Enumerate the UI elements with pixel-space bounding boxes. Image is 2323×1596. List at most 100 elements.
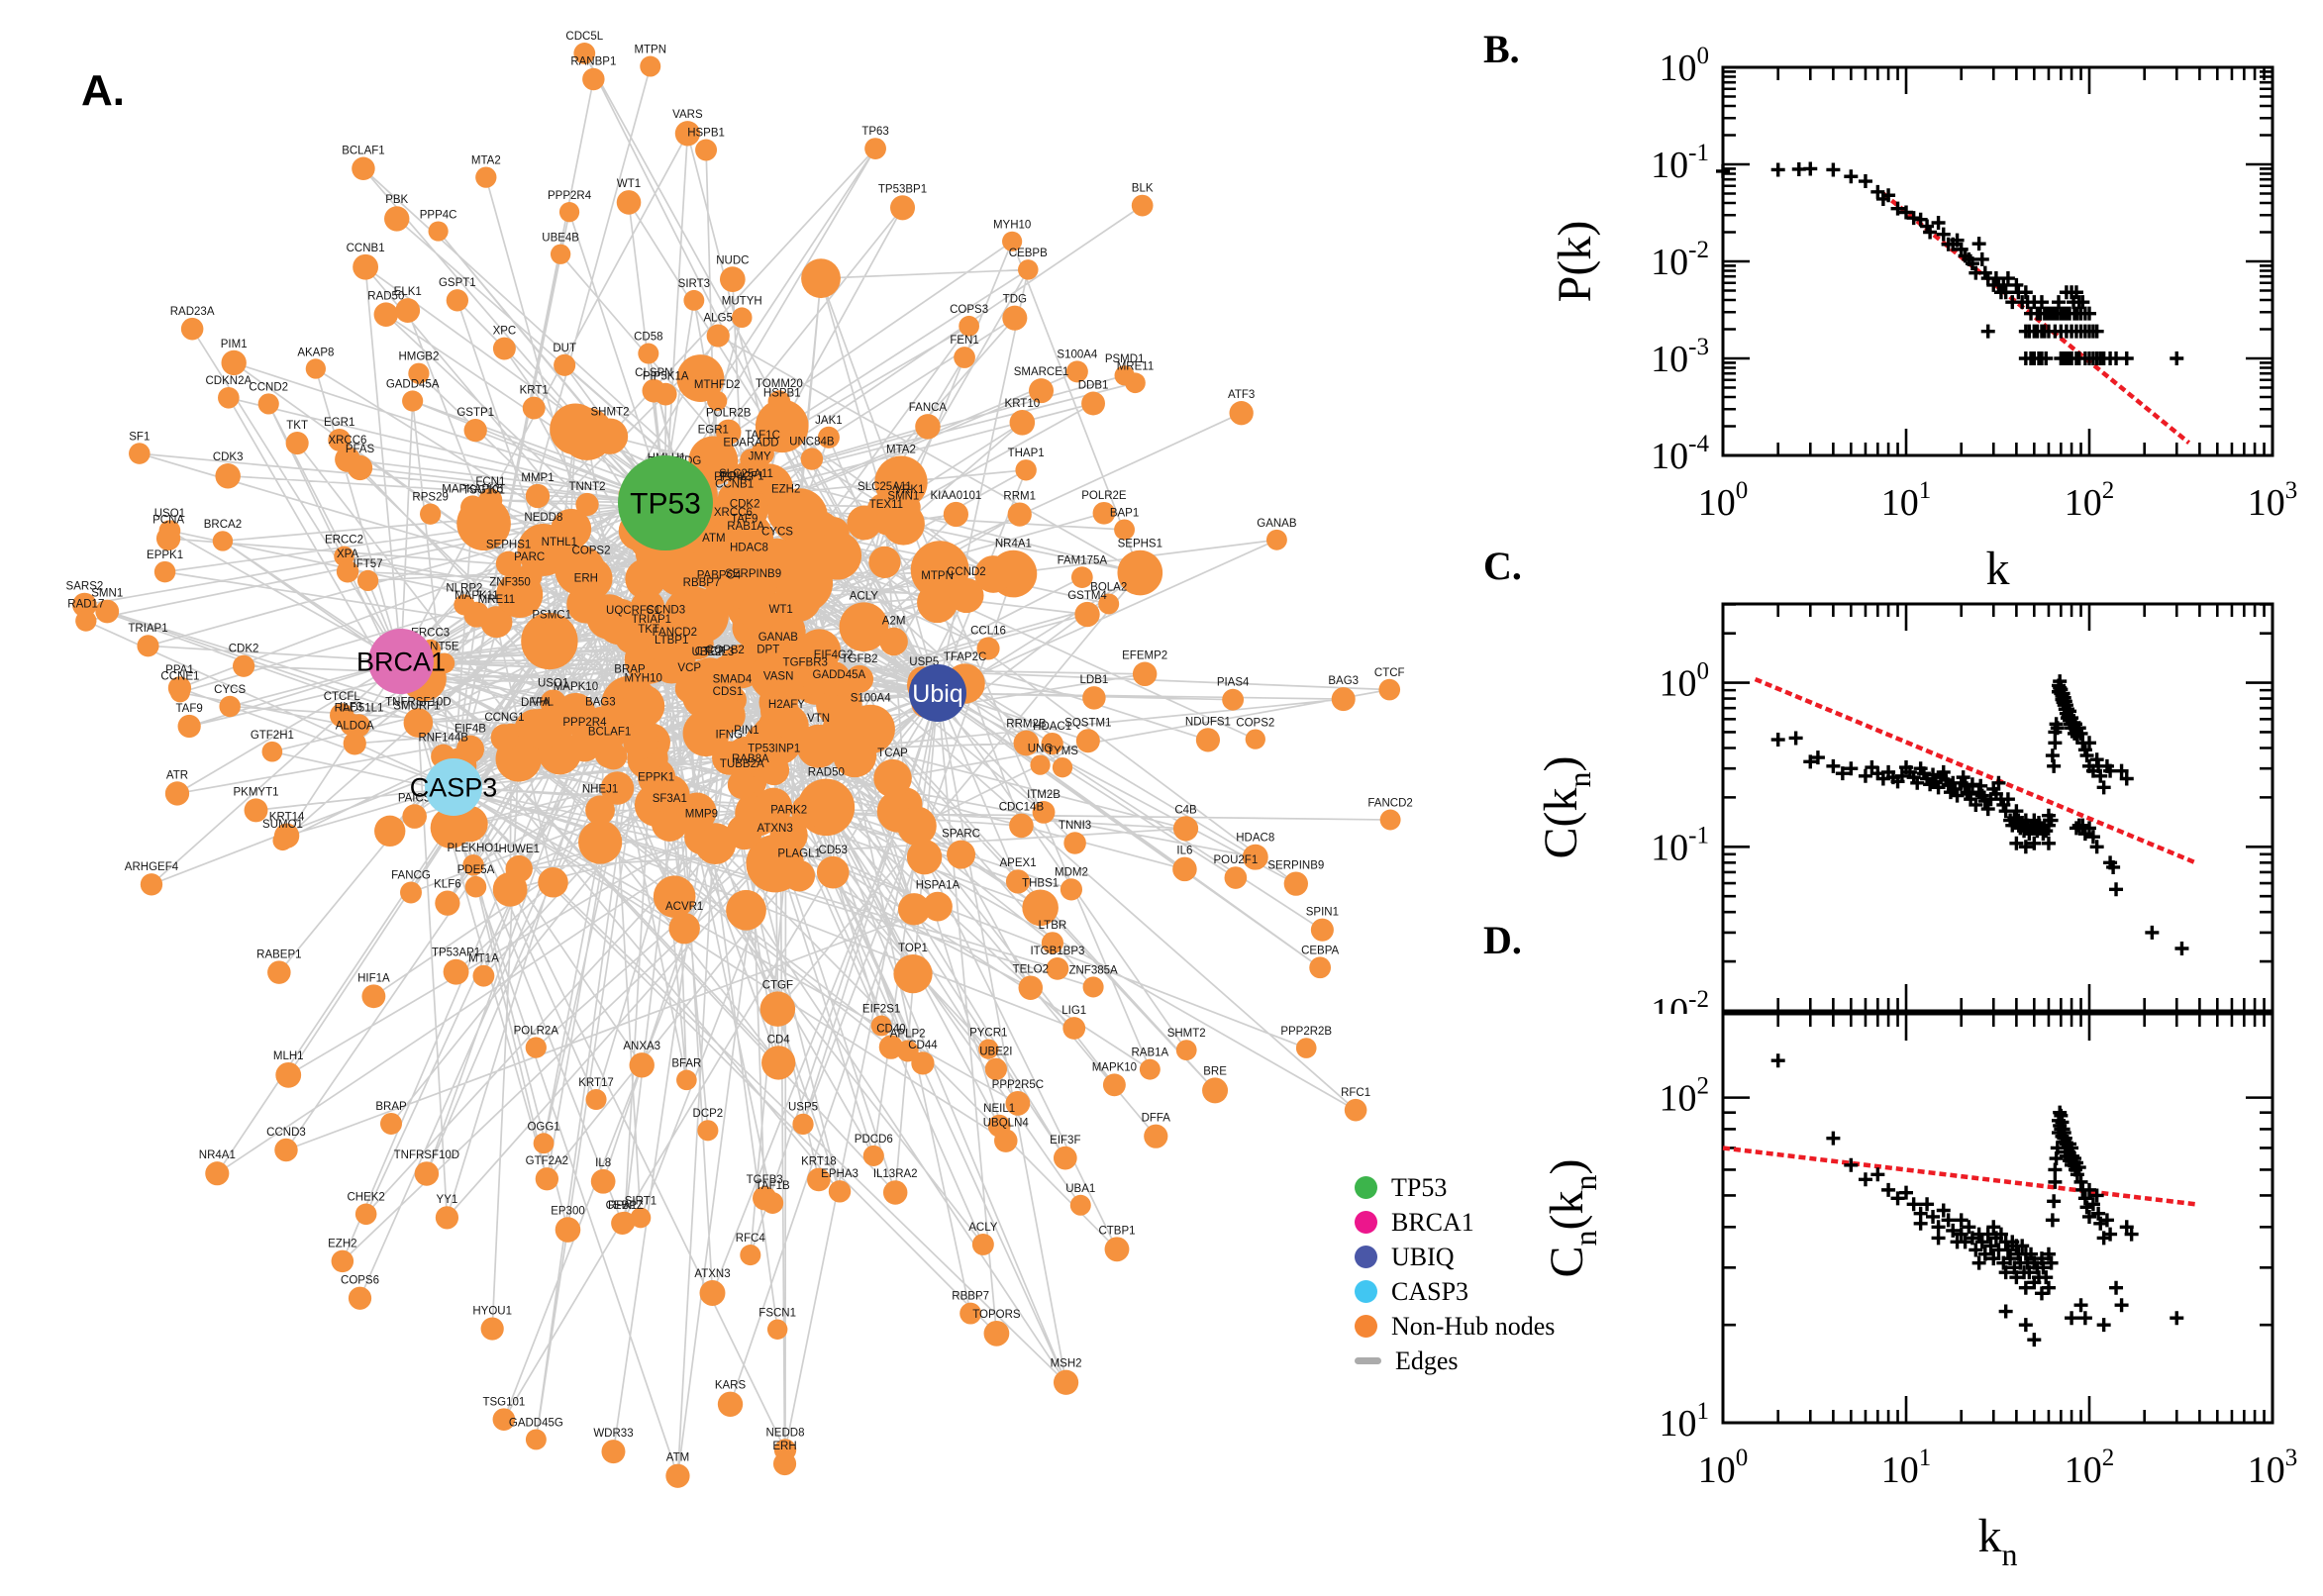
network-node bbox=[616, 190, 642, 215]
network-node bbox=[1002, 231, 1023, 251]
network-node bbox=[807, 1167, 831, 1192]
network-node-label: TAF1B bbox=[756, 1180, 790, 1192]
hub-node-ubiq bbox=[909, 664, 966, 722]
network-node-label: PPP2R4 bbox=[562, 717, 607, 729]
network-node-label: EPPK1 bbox=[638, 771, 674, 783]
network-node-label: SLC25A11 bbox=[858, 481, 912, 493]
network-node-label: HYOU1 bbox=[472, 1305, 512, 1317]
network-node bbox=[1229, 401, 1254, 426]
network-panel: SEPHS1 SLC25A11 USP5 TKT MTPN BRAP ACLY GANAB TR… bbox=[66, 31, 1413, 1488]
network-node-label: MUTYH bbox=[722, 295, 762, 307]
network-node bbox=[707, 390, 728, 411]
network-node bbox=[205, 1161, 230, 1186]
network-node-label: ARHGEF4 bbox=[125, 861, 179, 873]
network-node bbox=[462, 854, 484, 876]
network-node bbox=[676, 354, 725, 402]
network-node bbox=[285, 431, 309, 455]
network-node bbox=[611, 1212, 634, 1235]
network-node bbox=[1062, 1017, 1086, 1040]
legend-item-label: CASP3 bbox=[1391, 1276, 1469, 1306]
network-node-label: PARK2 bbox=[770, 804, 807, 816]
network-node-label: RBBP7 bbox=[683, 577, 721, 589]
network-node-label: GADD45A bbox=[386, 378, 440, 390]
network-node bbox=[873, 758, 912, 798]
network-node-label: UBE2L3 bbox=[691, 647, 734, 658]
legend-item-label: BRCA1 bbox=[1391, 1207, 1474, 1237]
network-node-label: CYCS bbox=[761, 527, 793, 539]
network-node bbox=[828, 1180, 852, 1203]
network-node bbox=[1002, 305, 1028, 331]
network-node-label: ITM2B bbox=[1027, 789, 1060, 801]
network-node bbox=[475, 166, 497, 188]
network-node bbox=[560, 407, 614, 460]
network-node-label: TNNT2 bbox=[568, 481, 605, 493]
network-node-label: VRK1 bbox=[894, 484, 924, 496]
network-node bbox=[1082, 976, 1104, 998]
network-node bbox=[712, 741, 747, 775]
network-node-label: VARS bbox=[672, 109, 703, 121]
network-node-label: TGFBR3 bbox=[783, 657, 828, 669]
network-node-label: RAD23A bbox=[170, 306, 215, 318]
scatter-points bbox=[1770, 1053, 2184, 1347]
network-node bbox=[1032, 800, 1056, 824]
network-node bbox=[1053, 1146, 1077, 1170]
network-node-label: HSPB1 bbox=[687, 128, 725, 140]
network-node-label: GTF2H1 bbox=[251, 730, 294, 742]
network-node-label: HDAC8 bbox=[1236, 833, 1274, 845]
network-node-label: XRCC6 bbox=[328, 435, 366, 447]
network-node-label: KARS bbox=[715, 1380, 747, 1392]
network-node bbox=[335, 447, 360, 472]
network-node bbox=[731, 307, 753, 329]
network-node-label: BAG3 bbox=[585, 697, 616, 709]
network-node bbox=[554, 353, 576, 376]
network-node bbox=[622, 684, 665, 728]
network-node-label: PSMD1 bbox=[1105, 353, 1145, 365]
network-node-label: ERH bbox=[772, 1441, 796, 1452]
network-node-label: GSPT1 bbox=[439, 277, 476, 289]
network-node bbox=[522, 708, 563, 749]
network-node-label: VHL bbox=[532, 697, 555, 709]
network-node-label: SEPHS1 bbox=[1118, 539, 1162, 550]
network-node bbox=[428, 221, 449, 242]
network-node-label: CCL16 bbox=[970, 625, 1006, 637]
legend-color-swatch bbox=[1355, 1211, 1377, 1234]
network-node bbox=[505, 854, 533, 883]
network-node bbox=[769, 816, 808, 854]
network-node-label: FANCA bbox=[909, 402, 948, 414]
network-node-label: FANCD2 bbox=[1367, 798, 1412, 810]
network-node bbox=[1102, 1073, 1126, 1097]
network-node bbox=[267, 960, 291, 984]
network-node-label: BRCA2 bbox=[204, 519, 242, 531]
network-node bbox=[623, 724, 658, 759]
network-node-label: RPA1 bbox=[608, 1200, 637, 1212]
network-node-label: FANCG bbox=[391, 870, 431, 882]
network-node bbox=[1007, 502, 1032, 527]
x-axis-title: k bbox=[1986, 543, 2010, 595]
network-node-label: NDUFS1 bbox=[1185, 716, 1231, 728]
network-node bbox=[665, 1463, 690, 1488]
network-node-label: TNFRSF10D bbox=[385, 696, 451, 708]
network-node-label: RAB8A bbox=[732, 753, 769, 765]
network-node bbox=[703, 581, 735, 613]
network-node-label: TP53BP1 bbox=[878, 183, 927, 195]
network-node bbox=[274, 1138, 298, 1162]
network-node bbox=[717, 1391, 744, 1417]
legend-item-non-hub-nodes: Non-Hub nodes bbox=[1355, 1309, 1555, 1344]
network-node bbox=[336, 560, 359, 583]
network-node-label: TGFB3 bbox=[747, 1174, 783, 1186]
network-node bbox=[710, 697, 746, 734]
network-node-label: SHMT2 bbox=[591, 407, 630, 419]
network-node-label: DFFA bbox=[521, 697, 551, 709]
network-node-label: ILF3 bbox=[340, 701, 362, 713]
network-node bbox=[847, 505, 882, 541]
network-node bbox=[434, 652, 455, 674]
network-node bbox=[348, 1286, 372, 1310]
network-node bbox=[1015, 459, 1037, 481]
network-node-label: LTBR bbox=[1039, 920, 1067, 932]
network-node bbox=[898, 495, 921, 519]
network-node bbox=[1379, 809, 1401, 831]
network-node bbox=[1172, 856, 1197, 882]
network-node bbox=[772, 1451, 797, 1476]
network-node bbox=[983, 1320, 1010, 1347]
